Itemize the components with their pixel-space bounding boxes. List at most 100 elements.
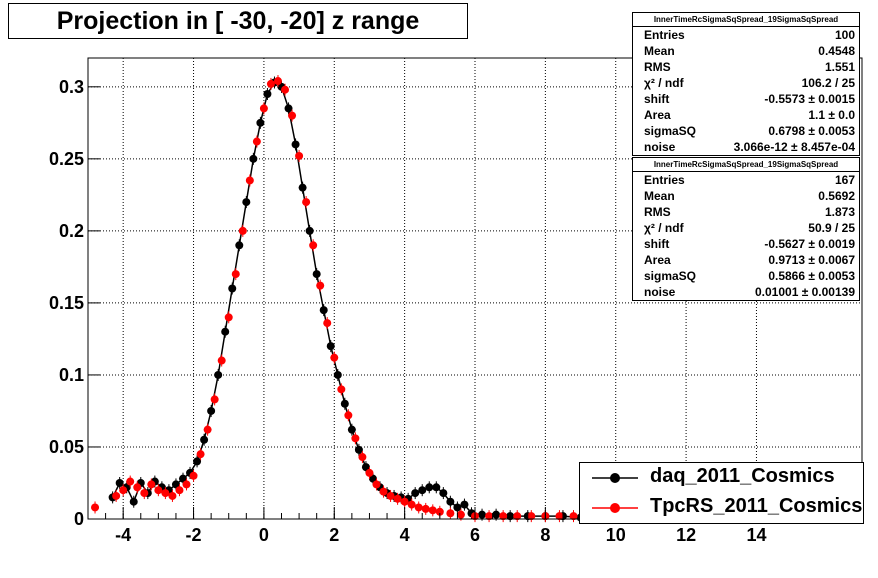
data-point-tpcrs [527, 512, 536, 521]
data-point-tpcrs [196, 450, 205, 459]
x-tick-label: 12 [676, 525, 696, 545]
data-point-tpcrs [168, 491, 177, 500]
stats-value: 0.6798 ± 0.0053 [768, 124, 855, 138]
data-point-daq [235, 241, 244, 250]
data-point-daq [411, 489, 420, 498]
data-point-tpcrs [217, 356, 226, 365]
x-tick-label: -2 [186, 525, 202, 545]
stats-row: Entries 100 [633, 27, 859, 43]
data-point-tpcrs [161, 489, 170, 498]
data-point-tpcrs [393, 494, 402, 503]
data-point-daq [207, 406, 216, 415]
data-point-tpcrs [456, 510, 465, 519]
data-point-tpcrs [302, 198, 311, 207]
stats-key: χ² / ndf [644, 221, 684, 235]
stats-value: 0.9713 ± 0.0067 [768, 253, 855, 267]
stats-row: χ² / ndf 50.9 / 25 [633, 220, 859, 236]
stats-value: 3.066e-12 ± 8.457e-04 [733, 140, 855, 154]
stats-key: Area [644, 253, 671, 267]
stats-row: RMS 1.551 [633, 59, 859, 75]
stats-key: χ² / ndf [644, 76, 684, 90]
legend: daq_2011_Cosmics TpcRS_2011_Cosmics [579, 462, 864, 524]
axis-layer: -4 -2 0 2 4 6 8 10 12 14 0 0.05 0.1 0.15 0.2 0.25 0.3 [49, 77, 863, 545]
y-tick-label: 0.25 [49, 149, 84, 169]
data-point-tpcrs [309, 241, 318, 250]
data-point-daq [418, 486, 427, 495]
data-point-tpcrs [323, 319, 332, 328]
y-tick-label: 0.05 [49, 437, 84, 457]
stats-value: 1.873 [824, 205, 855, 219]
stats-value: 0.4548 [818, 44, 855, 58]
data-point-tpcrs [140, 489, 149, 498]
data-point-daq [291, 140, 300, 149]
x-tick-label: 10 [606, 525, 626, 545]
data-point-tpcrs [372, 480, 381, 489]
stats-row: shift -0.5573 ± 0.0015 [633, 91, 859, 107]
x-tick-label: 4 [400, 525, 410, 545]
stats-key: shift [644, 92, 670, 106]
data-point-daq [439, 489, 448, 498]
data-point-tpcrs [316, 281, 325, 290]
data-point-tpcrs [446, 509, 455, 518]
data-point-daq [228, 284, 237, 293]
data-point-tpcrs [182, 480, 191, 489]
stats-key: noise [644, 285, 676, 299]
data-point-daq [478, 510, 487, 519]
data-point-tpcrs [252, 137, 261, 146]
data-point-tpcrs [133, 483, 142, 492]
data-point-daq [312, 270, 321, 279]
title-box: Projection in [ -30, -20] z range [8, 3, 468, 39]
y-tick-label: 0.1 [59, 365, 84, 385]
x-tick-label: 0 [259, 525, 269, 545]
data-point-tpcrs [379, 487, 388, 496]
stats-key: Entries [644, 173, 685, 187]
stats-key: Entries [644, 28, 685, 42]
stats-key: RMS [644, 205, 671, 219]
data-point-tpcrs [569, 512, 578, 521]
data-point-daq [333, 370, 342, 379]
stats-header: InnerTimeRcSigmaSqSpread_19SigmaSqSpread [633, 158, 859, 172]
legend-marker-tpcrs [592, 503, 638, 513]
stats-row: shift -0.5627 ± 0.0019 [633, 236, 859, 252]
data-point-tpcrs [273, 77, 282, 86]
data-point-daq [347, 425, 356, 434]
x-tick-label: 6 [470, 525, 480, 545]
data-point-tpcrs [513, 512, 522, 521]
data-point-daq [263, 90, 272, 99]
stats-value: 0.5692 [818, 189, 855, 203]
stats-row: noise 3.066e-12 ± 8.457e-04 [633, 139, 859, 155]
stats-key: sigmaSQ [644, 269, 697, 283]
stats-row: Area 1.1 ± 0.0 [633, 107, 859, 123]
legend-entry-tpcrs: TpcRS_2011_Cosmics [580, 493, 863, 523]
data-point-tpcrs [344, 411, 353, 420]
data-point-daq [242, 198, 251, 207]
stats-row: Area 0.9713 ± 0.0067 [633, 252, 859, 268]
stats-key: Mean [644, 44, 675, 58]
data-point-tpcrs [238, 226, 247, 235]
data-point-daq [115, 478, 124, 487]
data-point-tpcrs [189, 471, 198, 480]
data-point-tpcrs [112, 491, 121, 500]
data-point-tpcrs [435, 507, 444, 516]
stats-row: sigmaSQ 0.5866 ± 0.0053 [633, 268, 859, 284]
data-point-daq [249, 154, 258, 163]
data-point-tpcrs [259, 104, 268, 113]
stats-value: -0.5627 ± 0.0019 [764, 237, 855, 251]
data-point-tpcrs [126, 477, 135, 486]
stats-row: Entries 167 [633, 172, 859, 188]
data-point-tpcrs [358, 453, 367, 462]
data-point-daq [326, 342, 335, 351]
data-point-tpcrs [414, 503, 423, 512]
data-point-daq [340, 399, 349, 408]
stats-box-tpcrs: InnerTimeRcSigmaSqSpread_19SigmaSqSpread… [632, 157, 860, 301]
data-point-daq [432, 483, 441, 492]
data-point-daq [361, 463, 370, 472]
legend-label-daq: daq_2011_Cosmics [650, 465, 835, 487]
legend-entry-daq: daq_2011_Cosmics [580, 463, 863, 493]
data-point-tpcrs [210, 395, 219, 404]
data-point-tpcrs [203, 425, 212, 434]
stats-row: Mean 0.4548 [633, 43, 859, 59]
data-point-daq [221, 327, 230, 336]
data-point-tpcrs [485, 512, 494, 521]
stats-value: 167 [834, 173, 855, 187]
